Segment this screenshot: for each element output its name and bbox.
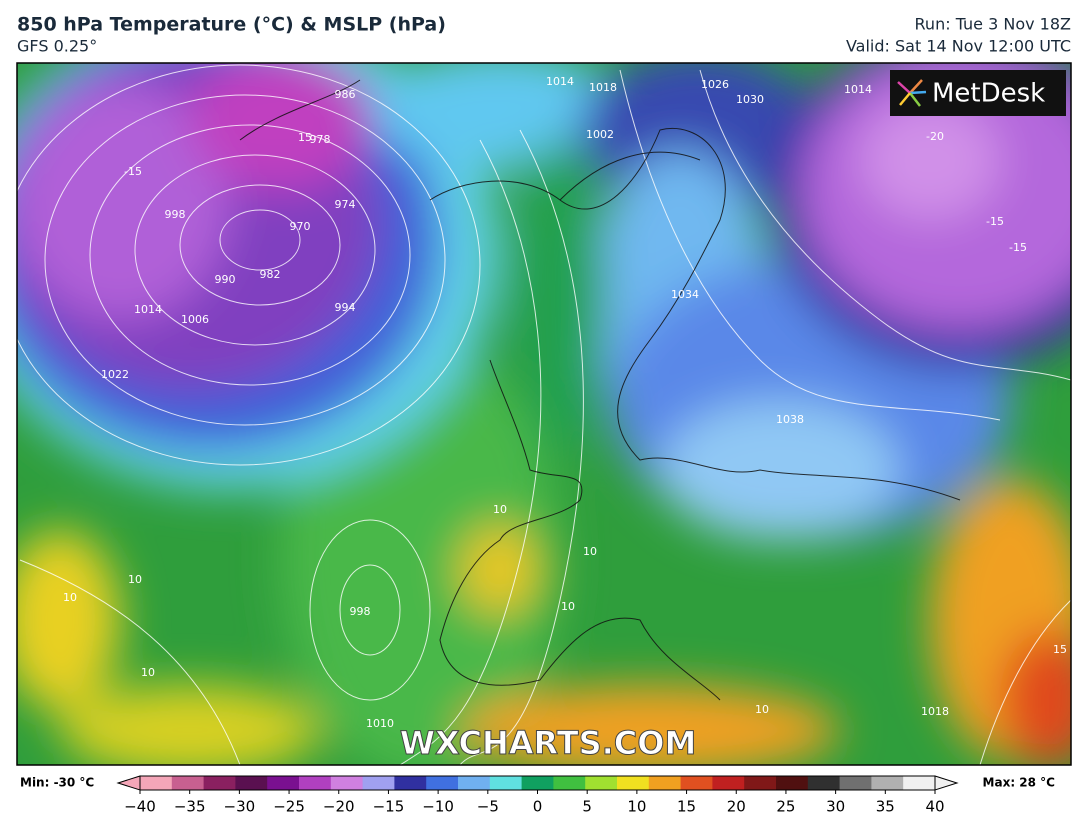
map-label: 1014 (134, 303, 162, 316)
run-time: Run: Tue 3 Nov 18Z (915, 15, 1072, 34)
map-label: 1002 (586, 128, 614, 141)
map-label: 10 (583, 545, 597, 558)
colorbar-tick-label: 40 (925, 798, 944, 816)
map-label: 10 (755, 703, 769, 716)
colorbar-swatch (871, 776, 904, 790)
colorbar-swatch (267, 776, 300, 790)
colorbar-tick-label: −25 (273, 798, 305, 816)
map-label: 1030 (736, 93, 764, 106)
watermark: WXCHARTS.COM (400, 724, 697, 762)
valid-time: Valid: Sat 14 Nov 12:00 UTC (846, 37, 1071, 56)
map-label: -15 (124, 165, 142, 178)
colorbar-swatch (903, 776, 936, 790)
map-label: 10 (128, 573, 142, 586)
map-label: 15 (1053, 643, 1067, 656)
colorbar-swatch (489, 776, 523, 790)
colorbar-tick-label: −20 (323, 798, 355, 816)
colorbar-tick-label: 0 (533, 798, 543, 816)
map-label: 1022 (101, 368, 129, 381)
colorbar-swatch (744, 776, 777, 790)
colorbar-swatch (617, 776, 650, 790)
colorbar-swatch (807, 776, 841, 790)
colorbar-swatch (426, 776, 459, 790)
colorbar-tick-label: 25 (776, 798, 795, 816)
map-label: 1038 (776, 413, 804, 426)
colorbar-swatch (585, 776, 618, 790)
colorbar-swatch (362, 776, 395, 790)
map-label: 1018 (589, 81, 617, 94)
colorbar-swatch (712, 776, 745, 790)
colorbar: −40 −35 −30 −25 −20 −15 −10 −5 0 5 10 15 20 25 30 35 40 (116, 775, 959, 816)
colorbar-swatch (648, 776, 682, 790)
map-label: 978 (310, 133, 331, 146)
map-label: -15 (1009, 241, 1027, 254)
colorbar-swatch (839, 776, 872, 790)
map-label: -15 (986, 215, 1004, 228)
map-label: 970 (290, 220, 311, 233)
colorbar-tick-label: −10 (422, 798, 454, 816)
colorbar-swatch (394, 776, 427, 790)
colorbar-tick-label: 5 (582, 798, 592, 816)
colorbar-tick-label: 35 (876, 798, 895, 816)
colorbar-tick-label: −40 (124, 798, 156, 816)
colorbar-swatch (553, 776, 586, 790)
colorbar-tick-label: −35 (174, 798, 206, 816)
subtitle: GFS 0.25° (17, 37, 97, 56)
map-label: 982 (260, 268, 281, 281)
colorbar-tick-label: 15 (677, 798, 696, 816)
map-label: 10 (63, 591, 77, 604)
map-label: 974 (335, 198, 356, 211)
colorbar-swatch (776, 776, 809, 790)
colorbar-tick-label: 10 (627, 798, 646, 816)
map-label: 998 (165, 208, 186, 221)
colorbar-swatch (171, 776, 205, 790)
logo: MetDesk (932, 79, 1045, 109)
colorbar-min-arrow (116, 775, 141, 791)
map-label: 1010 (366, 717, 394, 730)
colorbar-swatch (235, 776, 268, 790)
map-label: 1034 (671, 288, 699, 301)
colorbar-swatch (299, 776, 332, 790)
colorbar-swatch (521, 776, 554, 790)
map-label: 1014 (844, 83, 872, 96)
colorbar-tick-label: 30 (826, 798, 845, 816)
map-label: 15 (298, 131, 312, 144)
map: 1014 1018 1026 1030 1014 986 978 974 970 982 990 99… (17, 63, 1071, 765)
colorbar-tick-label: 20 (727, 798, 746, 816)
colorbar-swatch (680, 776, 713, 790)
colorbar-swatch (330, 776, 364, 790)
colorbar-tick-label: −5 (477, 798, 499, 816)
isobars (17, 64, 1071, 765)
colorbar-max-arrow (934, 775, 959, 791)
map-frame (16, 62, 1072, 766)
coastlines (239, 79, 961, 701)
map-label: 10 (561, 600, 575, 613)
map-label: 998 (350, 605, 371, 618)
title: 850 hPa Temperature (°C) & MSLP (hPa) (17, 14, 446, 36)
map-label: 1006 (181, 313, 209, 326)
map-label: 1018 (921, 705, 949, 718)
map-label: -20 (926, 130, 944, 143)
map-label: 994 (335, 301, 356, 314)
map-label: 1014 (546, 75, 574, 88)
colorbar-tick-label: −30 (224, 798, 256, 816)
logo-icon (897, 79, 927, 107)
map-label: 10 (493, 503, 507, 516)
colorbar-swatch (203, 776, 236, 790)
colorbar-swatch (458, 776, 491, 790)
map-label: 986 (335, 88, 356, 101)
map-label: 990 (215, 273, 236, 286)
colorbar-max: Max: 28 °C (983, 776, 1056, 790)
map-label: 10 (141, 666, 155, 679)
colorbar-swatch (140, 776, 173, 790)
colorbar-tick-label: −15 (373, 798, 405, 816)
map-label: 1026 (701, 78, 729, 91)
colorbar-min: Min: -30 °C (20, 776, 94, 790)
